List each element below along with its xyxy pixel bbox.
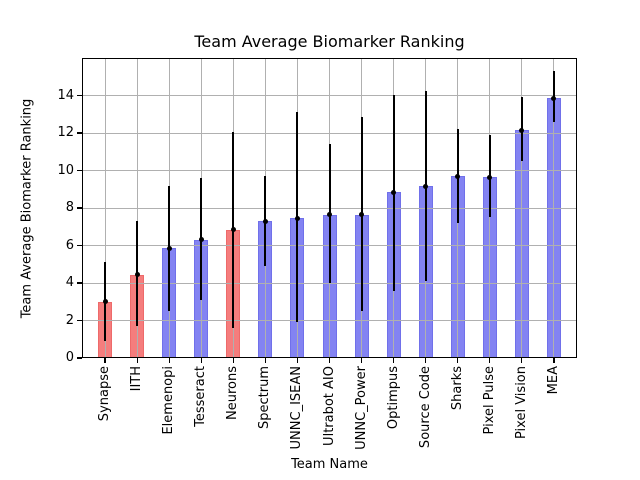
x-tick-mark <box>392 358 395 363</box>
mean-marker-dot <box>198 237 204 243</box>
x-tick-label: Ultrabot AIO <box>321 366 337 446</box>
v-gridline <box>104 58 106 358</box>
x-tick-mark <box>488 358 491 363</box>
mean-marker-dot <box>166 245 172 251</box>
y-tick-label: 0 <box>65 350 74 365</box>
mean-marker-dot <box>327 212 332 218</box>
x-tick-mark <box>232 358 235 363</box>
x-tick-mark <box>168 358 171 363</box>
y-tick-label: 10 <box>57 162 74 178</box>
mean-marker-dot <box>519 127 525 133</box>
x-tick-label: Optimpus <box>385 366 401 430</box>
mean-marker-dot <box>391 189 397 195</box>
mean-marker-dot <box>423 183 429 189</box>
mean-marker-dot <box>230 227 236 233</box>
mean-marker-dot <box>455 173 461 179</box>
x-tick-label: IITH <box>129 366 145 392</box>
mean-marker-dot <box>551 95 557 101</box>
y-tick-mark <box>77 319 82 322</box>
v-gridline <box>521 58 523 358</box>
x-tick-mark <box>136 358 139 363</box>
x-tick-label: Elemenopi <box>161 366 177 435</box>
x-tick-label: Sharks <box>449 366 465 411</box>
chart-title: Team Average Biomarker Ranking <box>194 32 465 51</box>
y-tick-label: 2 <box>65 312 74 328</box>
y-tick-mark <box>77 94 82 97</box>
x-tick-label: MEA <box>545 366 561 395</box>
x-axis-label: Team Name <box>291 457 368 472</box>
x-tick-label: Spectrum <box>257 366 273 429</box>
mean-marker-dot <box>294 215 300 221</box>
mean-marker-dot <box>262 218 268 224</box>
x-tick-label: Pixel Vision <box>513 366 529 439</box>
mean-marker-dot <box>102 299 108 305</box>
y-tick-label: 12 <box>57 125 74 140</box>
x-tick-label: UNNC_ISEAN <box>289 366 305 450</box>
y-tick-mark <box>77 169 82 172</box>
x-tick-mark <box>264 358 267 363</box>
x-tick-mark <box>328 358 331 363</box>
x-tick-mark <box>520 358 523 363</box>
mean-marker-dot <box>134 272 140 278</box>
x-tick-label: Neurons <box>225 366 241 420</box>
x-tick-label: Synapse <box>97 366 113 422</box>
x-tick-mark <box>104 358 106 363</box>
x-tick-label: Pixel Pulse <box>481 366 497 435</box>
y-tick-mark <box>77 244 82 247</box>
x-tick-label: Tesseract <box>193 366 209 427</box>
x-tick-label: UNNC_Power <box>353 366 369 450</box>
x-tick-mark <box>424 358 427 363</box>
mean-marker-dot <box>359 212 365 218</box>
y-tick-label: 4 <box>65 275 74 290</box>
y-tick-label: 8 <box>65 200 74 215</box>
y-tick-mark <box>77 207 82 209</box>
y-tick-mark <box>77 282 82 284</box>
x-tick-mark <box>200 358 203 363</box>
y-tick-label: 6 <box>65 237 74 253</box>
x-tick-mark <box>296 358 299 363</box>
v-gridline <box>136 58 138 358</box>
v-gridline <box>553 58 555 358</box>
x-tick-mark <box>360 358 363 363</box>
y-tick-mark <box>77 357 82 359</box>
mean-marker-dot <box>487 174 493 180</box>
y-tick-mark <box>77 132 82 134</box>
y-tick-label: 14 <box>57 87 74 103</box>
x-tick-label: Source Code <box>417 366 433 449</box>
x-tick-mark <box>553 358 555 363</box>
x-tick-mark <box>456 358 459 363</box>
